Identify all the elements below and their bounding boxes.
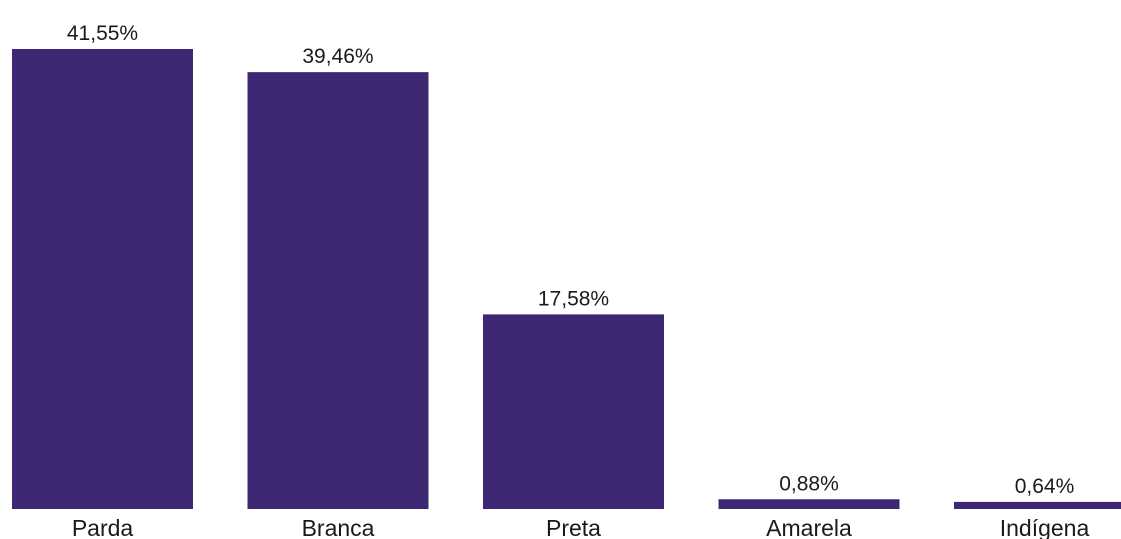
value-label: 39,46%	[302, 45, 373, 68]
category-label: Indígena	[1000, 515, 1090, 539]
category-label: Preta	[546, 515, 601, 539]
category-label: Amarela	[766, 515, 852, 539]
value-label: 17,58%	[538, 287, 609, 310]
bars-group	[12, 49, 1121, 509]
value-label: 41,55%	[67, 22, 138, 45]
value-label: 0,64%	[1015, 475, 1075, 498]
value-label: 0,88%	[779, 472, 839, 495]
bar-preta	[483, 314, 664, 509]
category-label: Parda	[72, 515, 134, 539]
bar-amarela	[718, 499, 900, 509]
bar-indígena	[954, 501, 1121, 509]
bar-parda	[12, 49, 193, 509]
bar-branca	[247, 72, 429, 509]
category-label: Branca	[302, 515, 375, 539]
value-labels-group: 41,55% 39,46% 17,58% 0,88% 0,64%	[67, 22, 1074, 498]
category-labels-group: Parda Branca Preta Amarela Indígena	[72, 515, 1090, 539]
